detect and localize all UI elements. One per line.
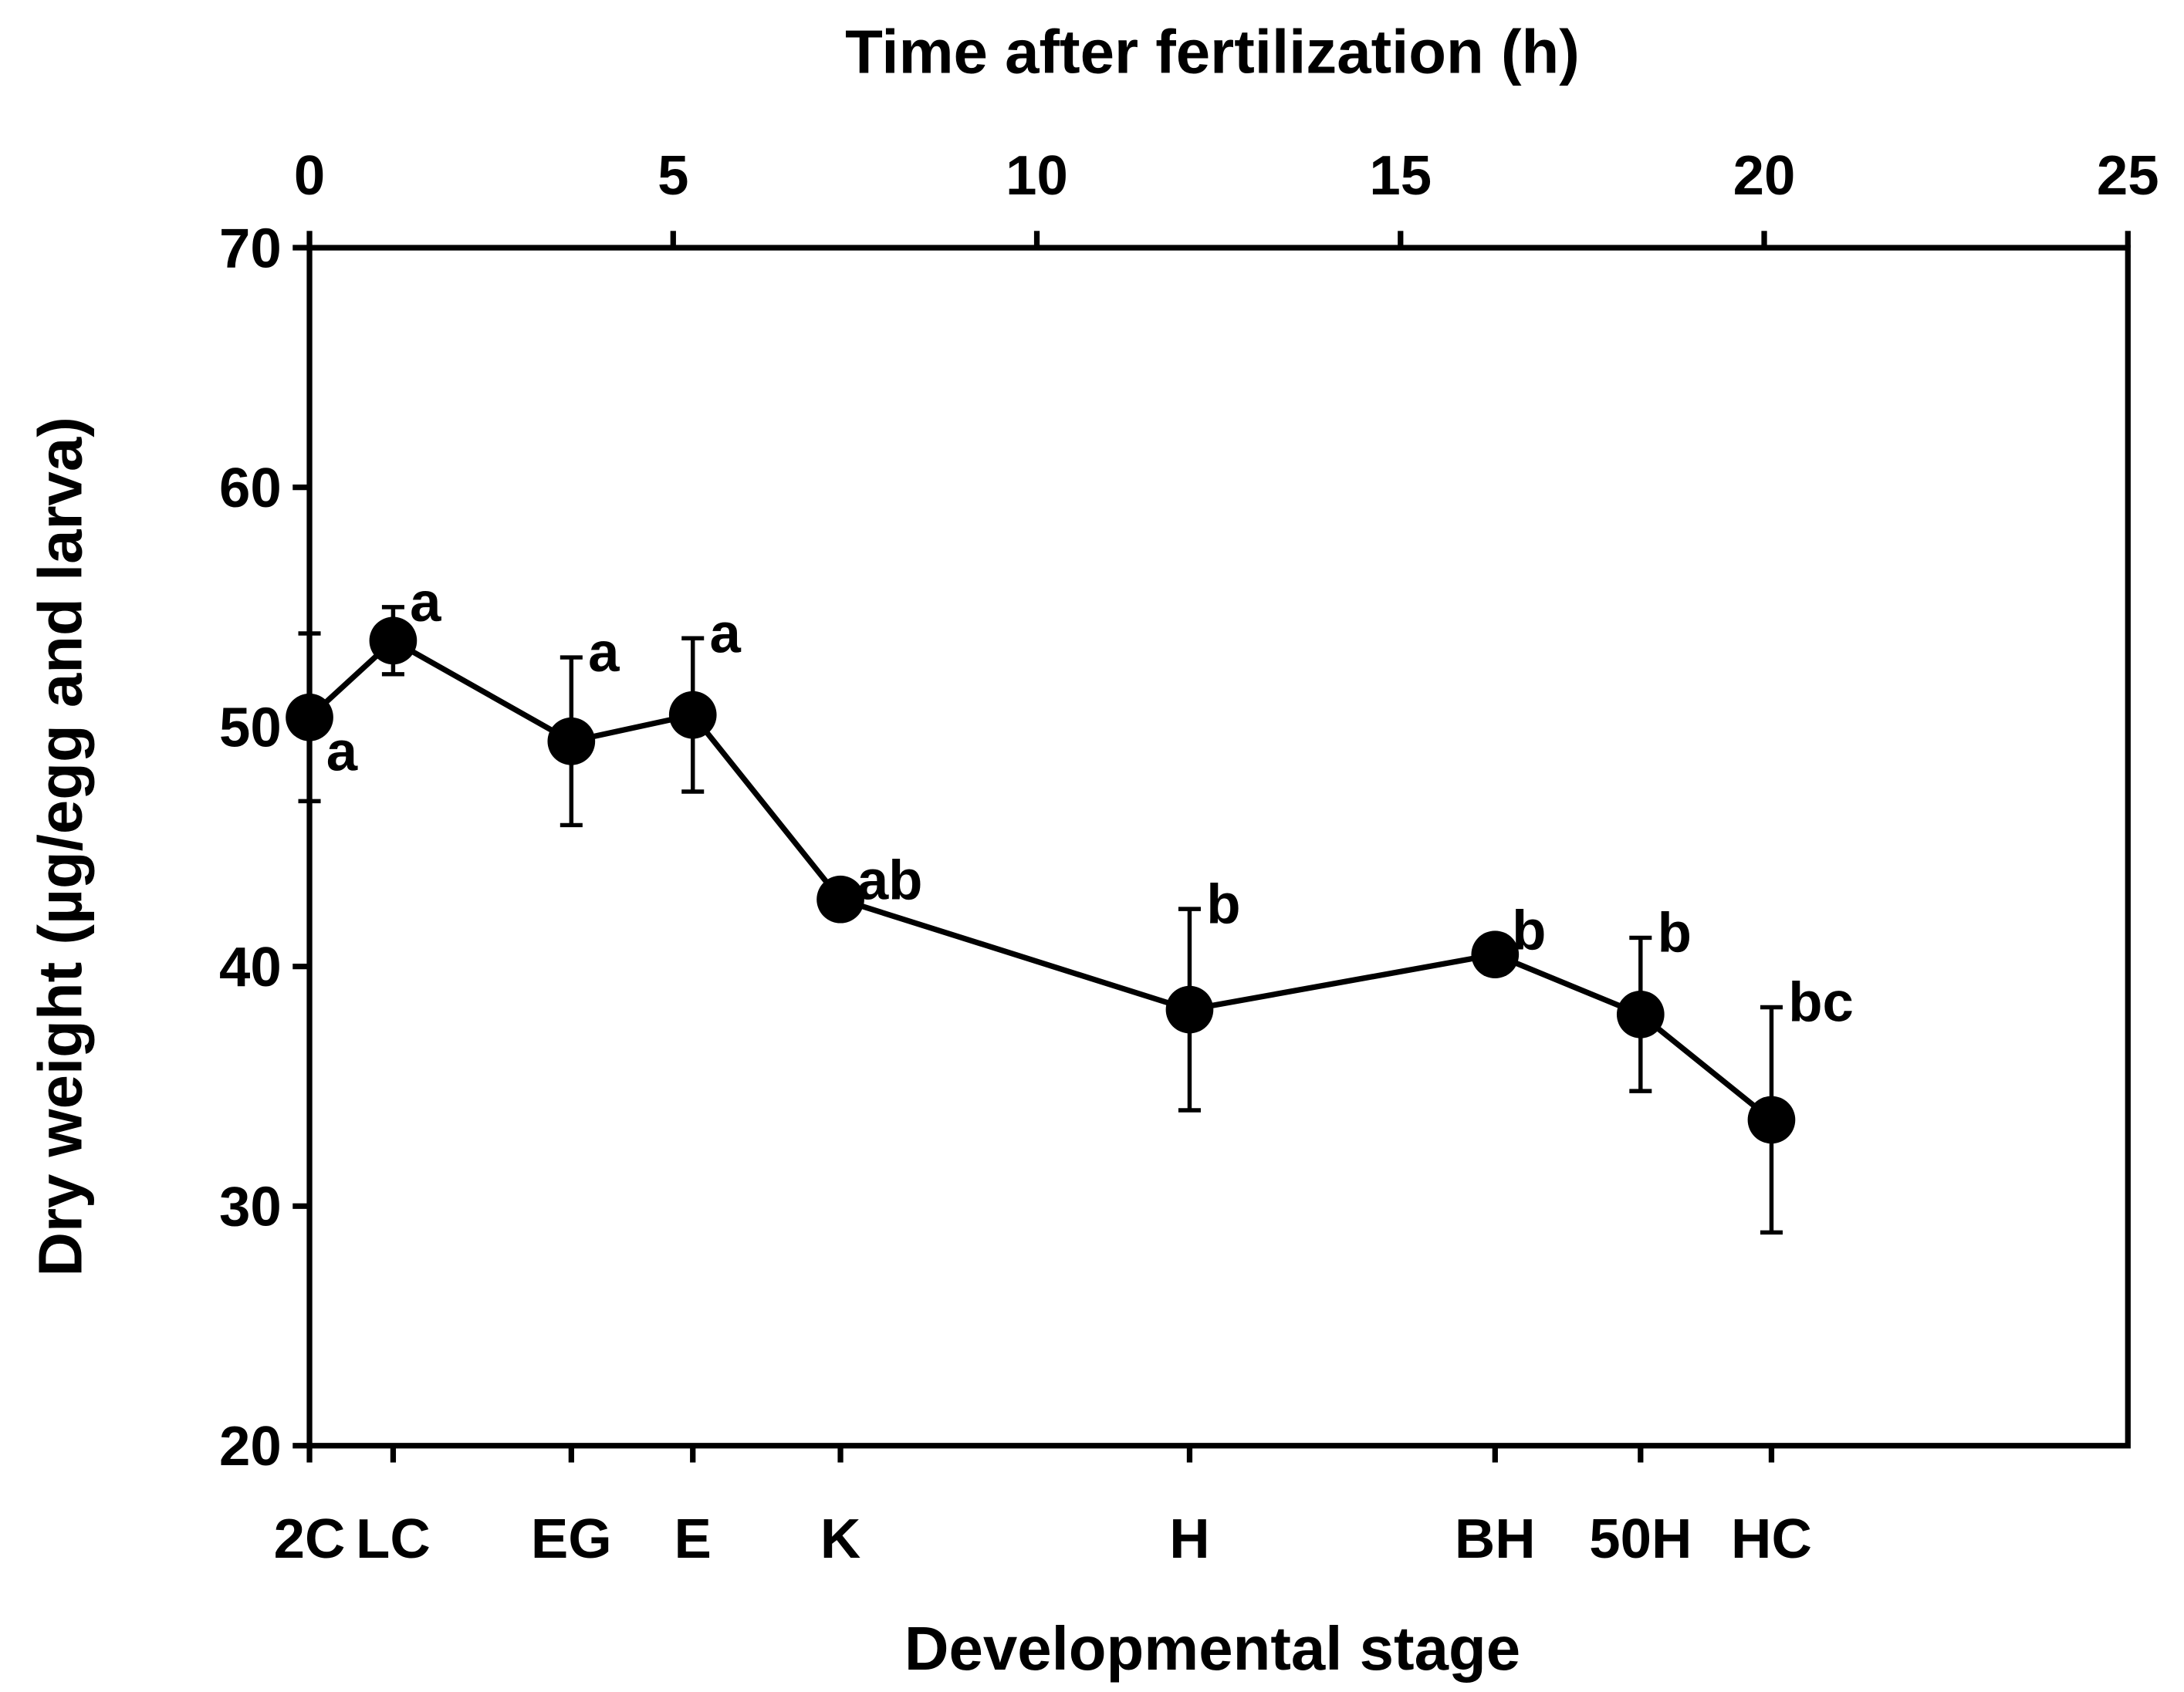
bottom-axis-title: Developmental stage: [904, 1614, 1520, 1683]
y-tick-label: 50: [219, 697, 282, 759]
significance-letter: ab: [857, 849, 923, 912]
top-x-tick-label: 10: [1006, 144, 1068, 207]
stage-label: HC: [1731, 1508, 1812, 1570]
data-point: [1747, 1096, 1796, 1144]
stage-label: K: [820, 1508, 860, 1570]
top-x-tick-label: 5: [658, 144, 688, 207]
y-axis-title: Dry weight (µg/egg and larva): [25, 417, 94, 1277]
top-x-tick-label: 0: [294, 144, 325, 207]
data-point: [668, 691, 717, 739]
y-tick-label: 60: [219, 457, 282, 519]
data-point: [1471, 930, 1520, 978]
significance-letter: bc: [1788, 971, 1854, 1034]
y-tick-label: 40: [219, 936, 282, 998]
significance-letter: b: [1512, 899, 1546, 961]
significance-letter: a: [588, 621, 620, 684]
top-x-tick-label: 20: [1733, 144, 1796, 207]
stage-label: BH: [1455, 1508, 1536, 1570]
data-point: [369, 616, 418, 665]
y-tick-label: 20: [219, 1415, 282, 1478]
stage-label: H: [1169, 1508, 1209, 1570]
stage-label: LC: [356, 1508, 431, 1570]
y-tick-label: 30: [219, 1176, 282, 1238]
top-x-tick-label: 15: [1369, 144, 1432, 207]
series-line: [307, 637, 1773, 1123]
significance-letter: b: [1206, 873, 1240, 935]
data-point: [1165, 985, 1214, 1034]
plot-frame: [306, 245, 2131, 1449]
top-x-tick-label: 25: [2097, 144, 2159, 207]
significance-letter: b: [1658, 902, 1692, 964]
significance-letter: a: [410, 571, 441, 633]
significance-letter: a: [326, 721, 358, 783]
data-point: [1616, 990, 1665, 1039]
data-point: [547, 717, 596, 765]
data-point: [816, 875, 864, 924]
top-axis-title: Time after fertilization (h): [845, 17, 1580, 86]
stage-label: E: [674, 1508, 712, 1570]
stage-label: 50H: [1589, 1508, 1692, 1570]
data-point: [286, 693, 333, 741]
stage-label: EG: [531, 1508, 612, 1570]
stage-label: 2C: [274, 1508, 346, 1570]
y-tick-label: 70: [219, 217, 282, 279]
significance-letter: a: [709, 602, 741, 664]
